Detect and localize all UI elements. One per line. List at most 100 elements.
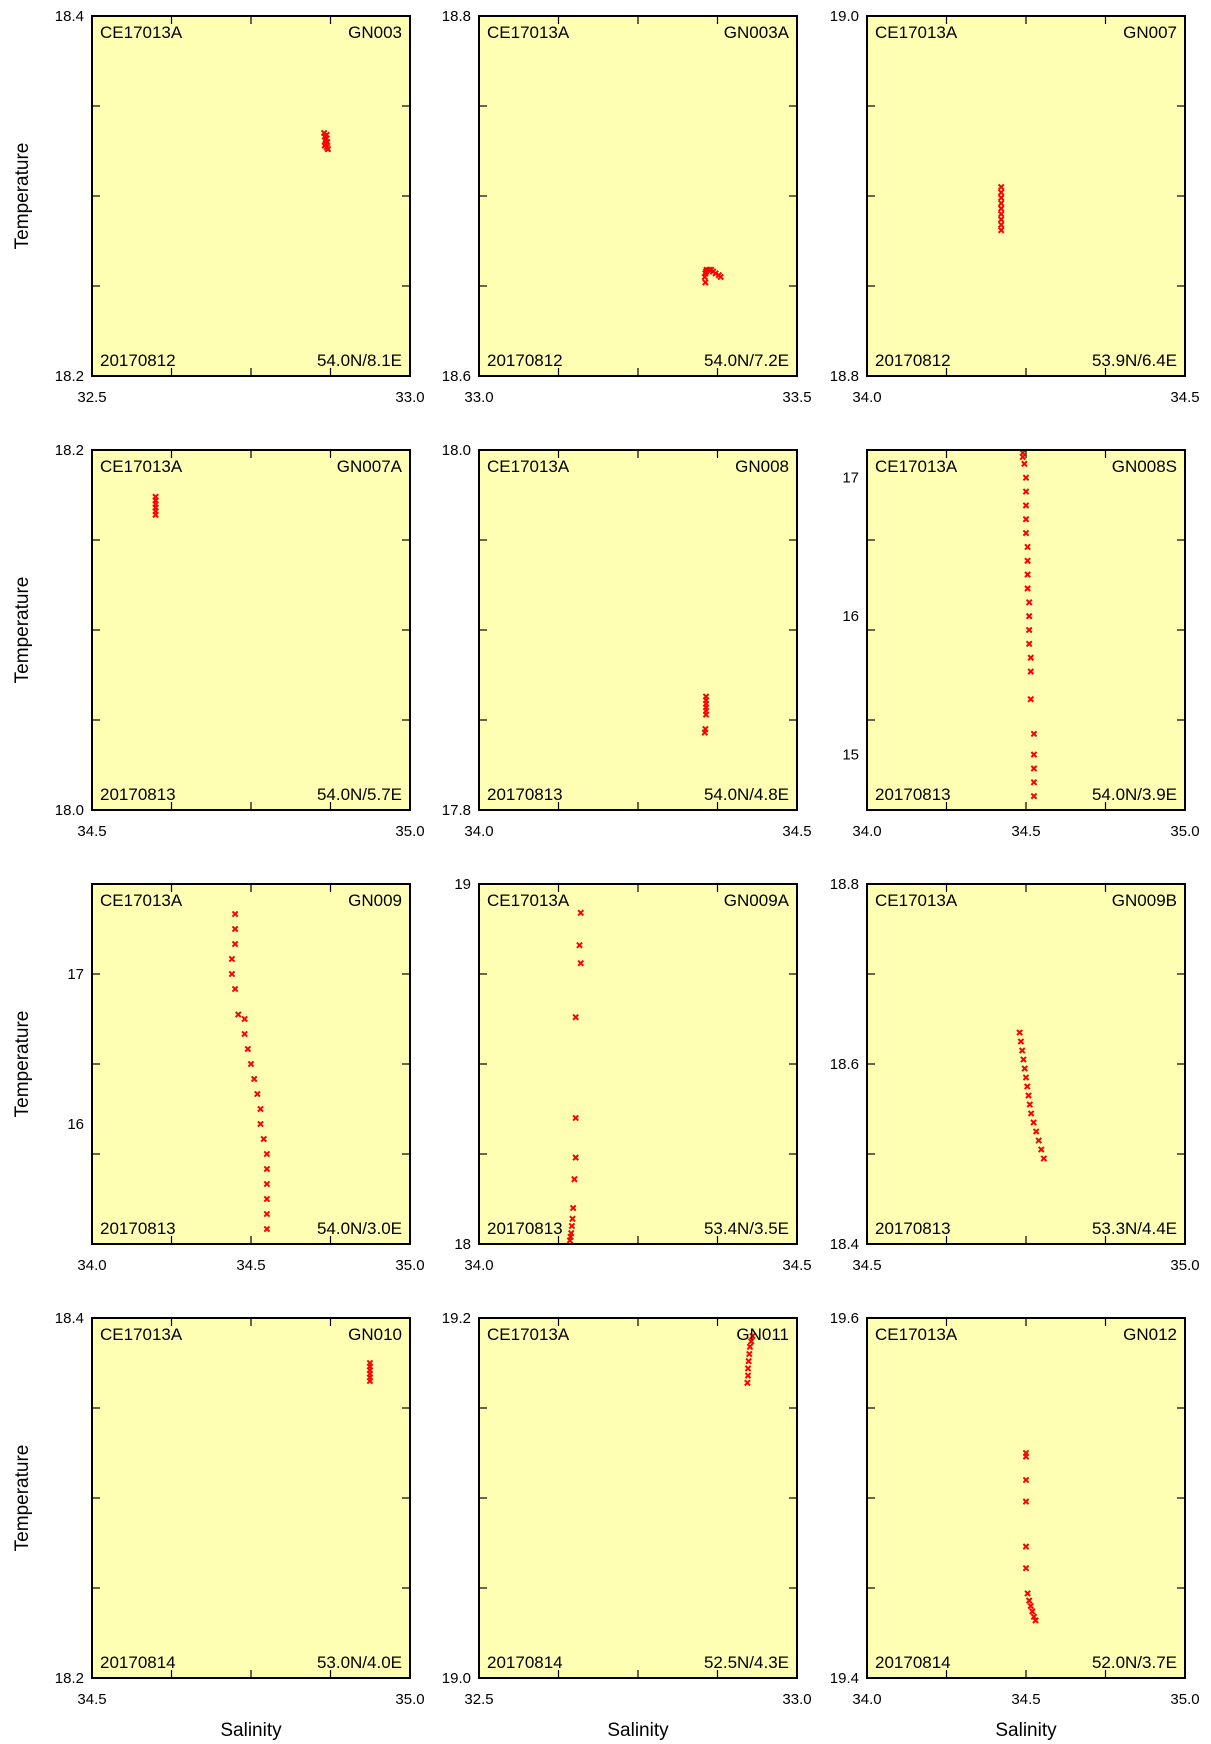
- data-point: [1035, 1137, 1043, 1144]
- data-point: [257, 1105, 264, 1113]
- position-label: 52.0N/3.7E: [1092, 1653, 1177, 1672]
- data-point: [231, 910, 239, 918]
- date-label: 20170812: [875, 351, 951, 370]
- data-point: [569, 1215, 576, 1223]
- data-point: [1027, 1110, 1035, 1117]
- data-point: [1025, 640, 1033, 648]
- x-tick-label: 34.0: [464, 823, 493, 840]
- panel-background: [92, 16, 410, 376]
- data-point: [569, 1204, 577, 1212]
- data-point: [997, 210, 1005, 218]
- position-label: 53.3N/4.4E: [1092, 1219, 1177, 1238]
- data-point: [1022, 1074, 1030, 1081]
- data-point: [241, 1015, 248, 1023]
- data-point: [1030, 792, 1038, 800]
- y-tick-label: 18.8: [830, 876, 859, 893]
- cruise-label: CE17013A: [487, 891, 570, 910]
- x-tick-label: 34.5: [1170, 389, 1199, 406]
- y-tick-label: 18.4: [830, 1236, 859, 1253]
- y-tick-label: 18.4: [55, 8, 84, 25]
- y-tick-label: 19.6: [830, 1310, 859, 1327]
- y-tick-label: 19: [454, 876, 471, 893]
- date-label: 20170813: [487, 785, 563, 804]
- data-point: [1022, 488, 1030, 495]
- panel-frame: [91, 449, 411, 811]
- data-point: [744, 1379, 751, 1387]
- station-label: GN012: [1123, 1325, 1177, 1344]
- cruise-label: CE17013A: [487, 457, 570, 476]
- panel-frame: [91, 883, 411, 1245]
- date-label: 20170814: [487, 1653, 563, 1672]
- panel-background: [479, 16, 797, 376]
- x-tick-label: 35.0: [395, 1257, 424, 1274]
- data-point: [1022, 474, 1030, 481]
- data-point: [1021, 1065, 1029, 1072]
- panel-frame: [91, 1317, 411, 1679]
- data-point: [997, 194, 1005, 202]
- y-tick-label: 18.2: [55, 368, 84, 385]
- data-point: [1018, 1047, 1026, 1054]
- station-label: GN008S: [1112, 457, 1177, 476]
- panel-frame: [866, 883, 1186, 1245]
- data-point: [1022, 1564, 1030, 1572]
- panel-background: [867, 1318, 1185, 1678]
- position-label: 52.5N/4.3E: [704, 1653, 789, 1672]
- station-label: GN011: [736, 1325, 789, 1344]
- data-point: [1022, 1498, 1030, 1505]
- x-axis-title: Salinity: [220, 1720, 282, 1741]
- data-point: [749, 1332, 756, 1340]
- y-tick-label: 18.0: [442, 442, 471, 459]
- panel-gn009a: 34.0 34.5 18 19 CE17013A GN009A 20170813 53.4N/…: [454, 876, 811, 1274]
- station-label: GN010: [348, 1325, 402, 1344]
- y-tick-label: 17: [67, 966, 84, 983]
- x-tick-label: 35.0: [395, 823, 424, 840]
- panel-background: [479, 884, 797, 1244]
- y-axis-title: Temperature: [12, 1445, 33, 1552]
- data-point: [323, 131, 330, 139]
- y-tick-label: 18.0: [55, 802, 84, 819]
- x-tick-label: 32.5: [464, 1691, 493, 1708]
- cruise-label: CE17013A: [875, 457, 958, 476]
- data-point: [263, 1150, 271, 1158]
- data-point: [1024, 543, 1031, 551]
- x-tick-label: 34.0: [852, 823, 881, 840]
- data-point: [1024, 557, 1031, 565]
- panel-gn008: 34.0 34.5 17.8 18.0 CE17013A GN008 20170813 54.…: [442, 442, 812, 840]
- cruise-label: CE17013A: [875, 891, 958, 910]
- data-point: [234, 1011, 242, 1018]
- y-tick-label: 18.4: [55, 1310, 84, 1327]
- date-label: 20170813: [487, 1219, 563, 1238]
- panel-frame: [478, 449, 798, 811]
- data-point: [717, 273, 724, 281]
- data-point: [744, 1372, 752, 1379]
- data-point: [1022, 1453, 1030, 1460]
- data-point: [997, 189, 1005, 196]
- data-point: [1027, 654, 1035, 661]
- data-point: [572, 1013, 579, 1021]
- data-point: [263, 1180, 271, 1188]
- panel-frame: [866, 449, 1186, 811]
- data-point: [1037, 1146, 1045, 1153]
- data-point: [1021, 460, 1028, 468]
- date-label: 20170813: [875, 1219, 951, 1238]
- data-point: [247, 1060, 255, 1068]
- position-label: 53.4N/3.5E: [704, 1219, 789, 1238]
- data-point: [566, 1237, 574, 1244]
- data-point: [701, 729, 709, 736]
- panel-gn010: 34.5 35.0 18.2 18.4 CE17013A GN010 20170814 53.…: [55, 1310, 425, 1708]
- data-point: [572, 1114, 579, 1122]
- x-tick-label: 33.0: [464, 389, 493, 406]
- station-label: GN009B: [1112, 891, 1177, 910]
- position-label: 53.0N/4.0E: [317, 1653, 402, 1672]
- data-point: [572, 1154, 579, 1161]
- y-tick-label: 16: [842, 608, 859, 625]
- panel-gn003a: 33.0 33.5 18.6 18.8 CE17013A GN003A 20170812 54…: [442, 8, 812, 406]
- y-axis-title: Temperature: [12, 1011, 33, 1118]
- data-point: [997, 183, 1005, 191]
- panel-background: [867, 450, 1185, 810]
- panel-gn007: 34.0 34.5 18.8 19.0 CE17013A GN007 20170812 53.…: [830, 8, 1200, 406]
- data-point: [745, 1350, 753, 1358]
- data-point: [231, 940, 239, 948]
- date-label: 20170813: [100, 1219, 176, 1238]
